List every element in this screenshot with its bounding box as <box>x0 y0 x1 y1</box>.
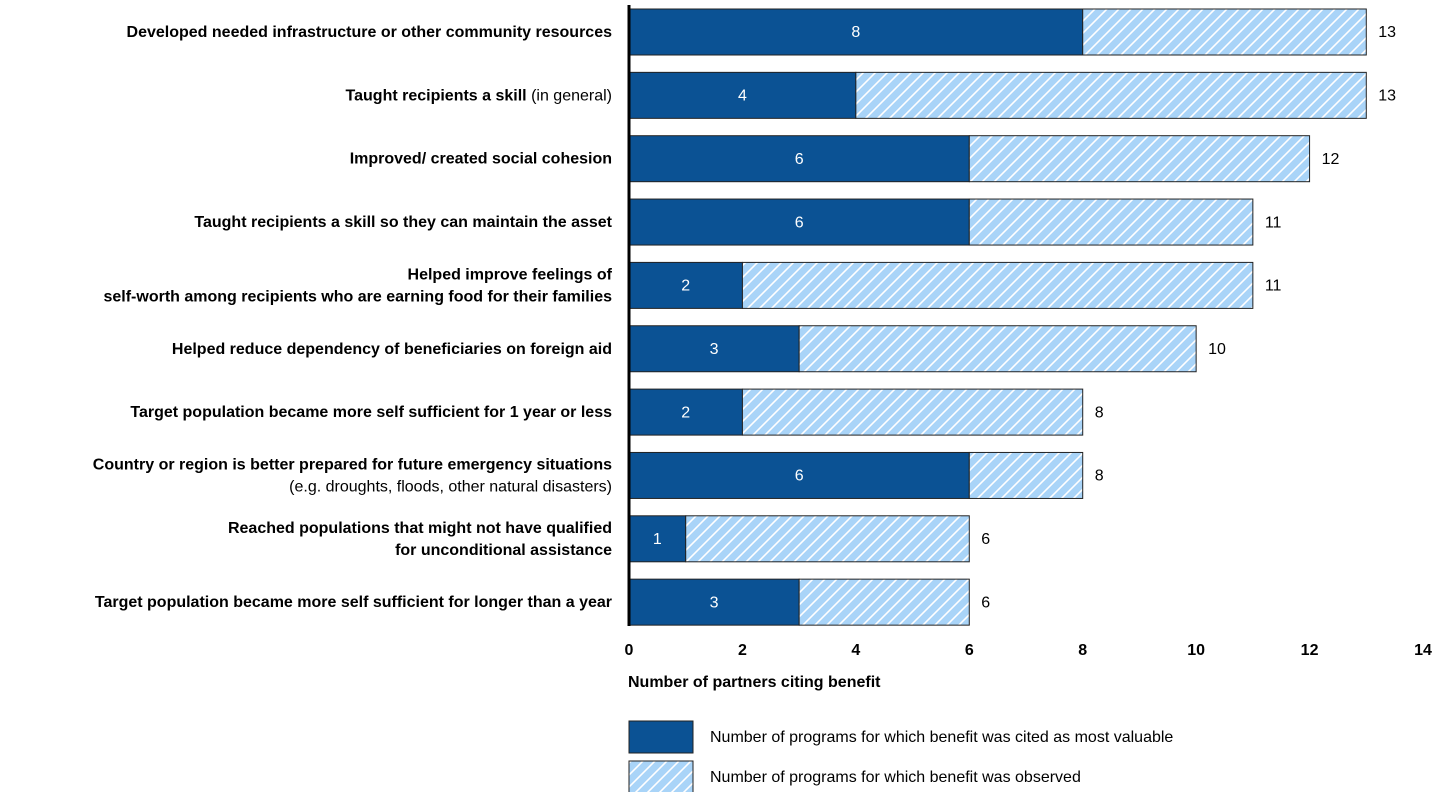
legend-swatch <box>628 760 694 792</box>
category-label-part: Reached populations that might not have … <box>228 520 612 537</box>
value-label: 6 <box>795 468 804 485</box>
category-label-part: Target population became more self suffi… <box>95 594 612 611</box>
category-label-part: for unconditional assistance <box>395 542 612 559</box>
bar-segment <box>628 135 970 183</box>
total-label: 13 <box>1378 88 1396 105</box>
category-label: (e.g. droughts, floods, other natural di… <box>289 479 612 496</box>
bar-segment <box>628 8 1084 56</box>
category-label: Target population became more self suffi… <box>95 594 612 611</box>
x-tick-label: 12 <box>1301 642 1319 659</box>
x-tick-label: 10 <box>1187 642 1205 659</box>
bar-segment <box>741 261 1254 309</box>
category-label: self-worth among recipients who are earn… <box>103 289 612 306</box>
category-label: Helped reduce dependency of beneficiarie… <box>172 341 612 358</box>
total-label: 6 <box>981 594 990 611</box>
bar-segment <box>968 198 1254 246</box>
category-label: Country or region is better prepared for… <box>93 457 612 474</box>
bar-segment <box>628 261 743 309</box>
bar-segment <box>798 325 1197 373</box>
total-label: 8 <box>1095 468 1104 485</box>
total-label: 11 <box>1265 278 1282 295</box>
bar-segment <box>628 388 743 436</box>
bar-segment <box>628 578 800 626</box>
value-label: 4 <box>738 88 747 105</box>
bar-segment <box>1082 8 1367 56</box>
category-label-part: Improved/ created social cohesion <box>350 151 612 168</box>
value-label: 2 <box>681 404 690 421</box>
legend-label: Number of programs for which benefit was… <box>710 769 1081 786</box>
x-axis-title: Number of partners citing benefit <box>628 674 881 691</box>
category-label: Developed needed infrastructure or other… <box>127 24 613 41</box>
category-label: Taught recipients a skill so they can ma… <box>194 214 612 231</box>
x-tick-label: 14 <box>1414 642 1432 659</box>
legend-label: Number of programs for which benefit was… <box>710 729 1173 746</box>
total-label: 11 <box>1265 214 1282 231</box>
category-label-part: (e.g. droughts, floods, other natural di… <box>289 479 612 496</box>
bar-segment <box>685 515 970 563</box>
total-label: 13 <box>1378 24 1396 41</box>
bar-segment <box>968 451 1084 499</box>
x-tick-label: 8 <box>1078 642 1087 659</box>
category-label: for unconditional assistance <box>395 542 612 559</box>
legend-swatch <box>628 720 694 754</box>
category-label: Taught recipients a skill (in general) <box>346 88 612 105</box>
bar-segment <box>855 71 1367 119</box>
category-label: Helped improve feelings of <box>408 267 613 284</box>
category-label-part: Helped reduce dependency of beneficiarie… <box>172 341 612 358</box>
category-label-part: Helped improve feelings of <box>408 267 613 284</box>
x-tick-label: 4 <box>851 642 860 659</box>
value-label: 3 <box>710 594 719 611</box>
bar-segment <box>628 71 857 119</box>
category-label: Target population became more self suffi… <box>130 404 612 421</box>
category-label: Reached populations that might not have … <box>228 520 612 537</box>
value-label: 1 <box>653 531 662 548</box>
value-label: 2 <box>681 278 690 295</box>
bar-segment <box>798 578 970 626</box>
category-label-part: (in general) <box>527 88 612 105</box>
value-label: 6 <box>795 214 804 231</box>
category-label-part: self-worth among recipients who are earn… <box>103 289 612 306</box>
total-label: 12 <box>1322 151 1340 168</box>
bar-segment <box>628 198 970 246</box>
category-label-part: Developed needed infrastructure or other… <box>127 24 613 41</box>
bar-segment <box>628 325 800 373</box>
category-label: Improved/ created social cohesion <box>350 151 612 168</box>
category-label-part: Taught recipients a skill so they can ma… <box>194 214 612 231</box>
value-label: 6 <box>795 151 804 168</box>
x-tick-label: 0 <box>625 642 634 659</box>
value-label: 8 <box>851 24 860 41</box>
bar-segment <box>741 388 1084 436</box>
x-tick-label: 2 <box>738 642 747 659</box>
x-tick-label: 6 <box>965 642 974 659</box>
total-label: 8 <box>1095 404 1104 421</box>
category-label-part: Country or region is better prepared for… <box>93 457 612 474</box>
category-label-part: Target population became more self suffi… <box>130 404 612 421</box>
total-label: 10 <box>1208 341 1226 358</box>
bar-segment <box>968 135 1311 183</box>
total-label: 6 <box>981 531 990 548</box>
value-label: 3 <box>710 341 719 358</box>
category-label-part: Taught recipients a skill <box>346 88 527 105</box>
